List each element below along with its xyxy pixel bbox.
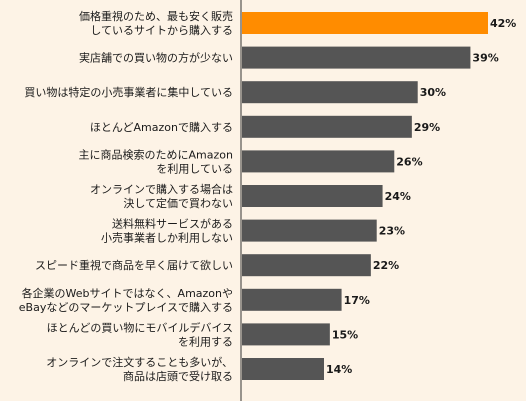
category-label-6-line-0: 送料無料サービスがある: [112, 217, 233, 231]
category-label-9-line-0: ほとんどの買い物にモバイルデバイス: [47, 320, 233, 334]
category-label-2-line-0: 買い物は特定の小売事業者に集中している: [24, 85, 233, 99]
value-label-4: 26%: [396, 155, 422, 168]
value-label-10: 14%: [326, 363, 352, 376]
bar-1: [242, 46, 471, 69]
category-label-5-line-1: 決して定価で買わない: [123, 196, 233, 210]
category-label-9-line-1: を利用する: [178, 335, 233, 348]
bar-8: [242, 288, 342, 311]
category-label-10-line-0: オンラインで注文することも多いが、: [46, 355, 233, 369]
bar-7: [242, 254, 371, 277]
category-label-1-line-0: 実店舗での買い物の方が少ない: [79, 51, 233, 65]
value-label-8: 17%: [344, 294, 370, 307]
bar-0: [242, 12, 488, 34]
category-label-6-line-1: 小売事業者しか利用しない: [101, 232, 233, 245]
category-label-10-line-1: 商品は店頭で受け取る: [123, 369, 233, 383]
value-label-1: 39%: [472, 52, 498, 65]
value-label-9: 15%: [332, 328, 358, 341]
bar-10: [242, 358, 324, 380]
bar-6: [242, 219, 377, 242]
bar-2: [242, 81, 418, 104]
value-label-0: 42%: [490, 17, 516, 30]
category-label-0-line-1: しているサイトから購入する: [90, 23, 233, 37]
category-label-5-line-0: オンラインで購入する場合は: [90, 182, 233, 196]
value-label-7: 22%: [373, 259, 399, 272]
category-label-8-line-1: eBayなどのマーケットプレイスで購入する: [19, 300, 233, 314]
category-label-4-line-0: 主に商品検索のためにAmazon: [79, 147, 233, 161]
bar-9: [242, 323, 330, 346]
category-label-3-line-0: ほとんどAmazonで購入する: [90, 120, 233, 134]
bar-4: [242, 150, 395, 173]
category-label-4-line-1: を利用している: [156, 162, 233, 175]
category-label-8-line-0: 各企業のWebサイトではなく、Amazonや: [22, 286, 233, 300]
bar-3: [242, 115, 412, 138]
value-label-3: 29%: [414, 121, 440, 134]
bar-5: [242, 185, 383, 207]
value-label-5: 24%: [385, 190, 411, 203]
value-label-2: 30%: [420, 86, 446, 99]
category-label-7-line-0: スピード重視で商品を早く届けて欲しい: [35, 258, 233, 272]
category-label-0-line-0: 価格重視のため、最も安く販売: [79, 9, 233, 23]
value-label-6: 23%: [379, 225, 405, 238]
